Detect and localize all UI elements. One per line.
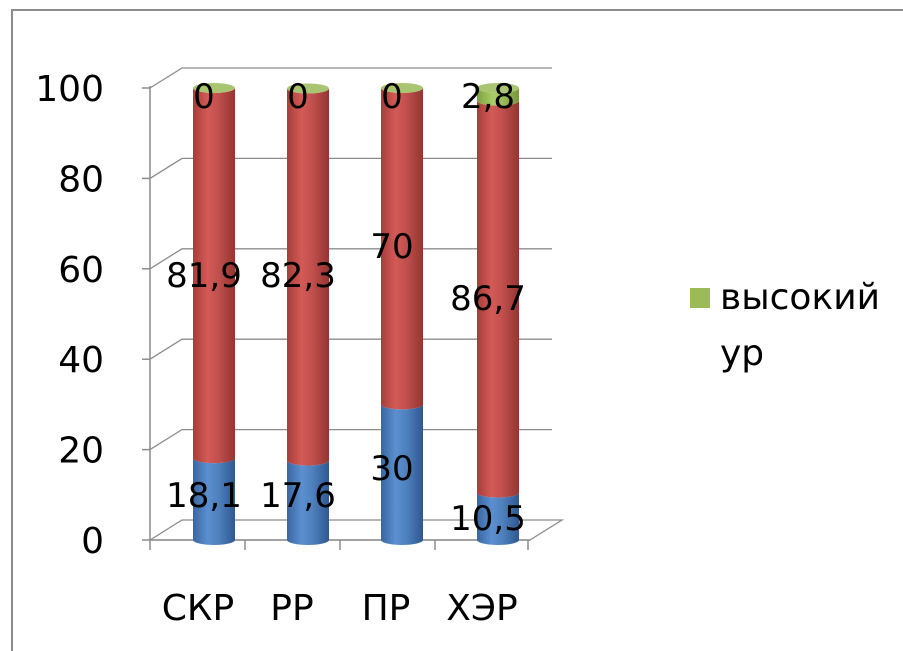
- gridlines: [147, 67, 565, 541]
- x-tick-label: ХЭР: [446, 588, 518, 629]
- bar-mid-1: [287, 88, 329, 466]
- data-label-low-2: 30: [370, 449, 413, 489]
- y-tick-label: 0: [81, 521, 104, 562]
- axes: 0 20 40 60 80 100 СКР РР ПР ХЭР: [35, 69, 530, 629]
- y-tick-label: 40: [58, 340, 104, 381]
- chart-frame: [11, 9, 903, 651]
- legend: высокий ур: [690, 270, 900, 382]
- data-label-mid-0: 81,9: [166, 256, 242, 296]
- bar-low-3: [477, 492, 519, 545]
- gridline: [149, 338, 552, 360]
- bar-top-cap-3: [477, 83, 519, 93]
- bars: [193, 83, 519, 545]
- data-label-low-0: 18,1: [166, 476, 242, 516]
- bar-top-cap-1: [287, 83, 329, 94]
- bar-mid-3: [477, 100, 519, 498]
- y-tick-label: 80: [58, 159, 104, 200]
- gridline: [149, 428, 552, 451]
- x-tick-label: ПР: [362, 588, 411, 629]
- x-tick-label: РР: [270, 588, 313, 629]
- data-label-mid-2: 70: [370, 227, 413, 267]
- bar-high-3: [477, 88, 519, 106]
- data-label-low-3: 10,5: [450, 499, 526, 539]
- bar-low-0: [193, 458, 235, 545]
- legend-swatch-high: [690, 288, 710, 308]
- bar-mid-2: [381, 88, 423, 410]
- data-label-high-2: 0: [381, 77, 403, 117]
- legend-label-high-line2: ур: [720, 333, 765, 374]
- bar-mid-0: [193, 88, 235, 464]
- bar-top-cap-0: [193, 83, 235, 93]
- bar-top-cap-2: [381, 83, 423, 93]
- gridline: [149, 157, 552, 179]
- bar-low-2: [381, 404, 423, 545]
- legend-label-high-line1: высокий: [720, 277, 880, 318]
- y-tick-label: 60: [58, 250, 104, 291]
- data-label-high-0: 0: [193, 77, 215, 117]
- data-labels: 18,1 81,9 0 17,6 82,3 0 30 70 0 10,5 86,7 2,8: [166, 77, 526, 539]
- data-label-mid-3: 86,7: [450, 279, 526, 319]
- y-tick-label: 100: [35, 69, 104, 110]
- data-label-high-3: 2,8: [461, 77, 515, 117]
- data-label-mid-1: 82,3: [260, 256, 336, 296]
- legend-item-high: высокий: [690, 270, 900, 326]
- gridline: [149, 67, 552, 89]
- data-label-low-1: 17,6: [260, 476, 336, 516]
- bar-low-1: [287, 460, 329, 545]
- data-label-high-1: 0: [287, 77, 309, 117]
- gridline: [149, 248, 552, 270]
- y-tick-label: 20: [58, 431, 104, 472]
- x-tick-label: СКР: [162, 588, 234, 629]
